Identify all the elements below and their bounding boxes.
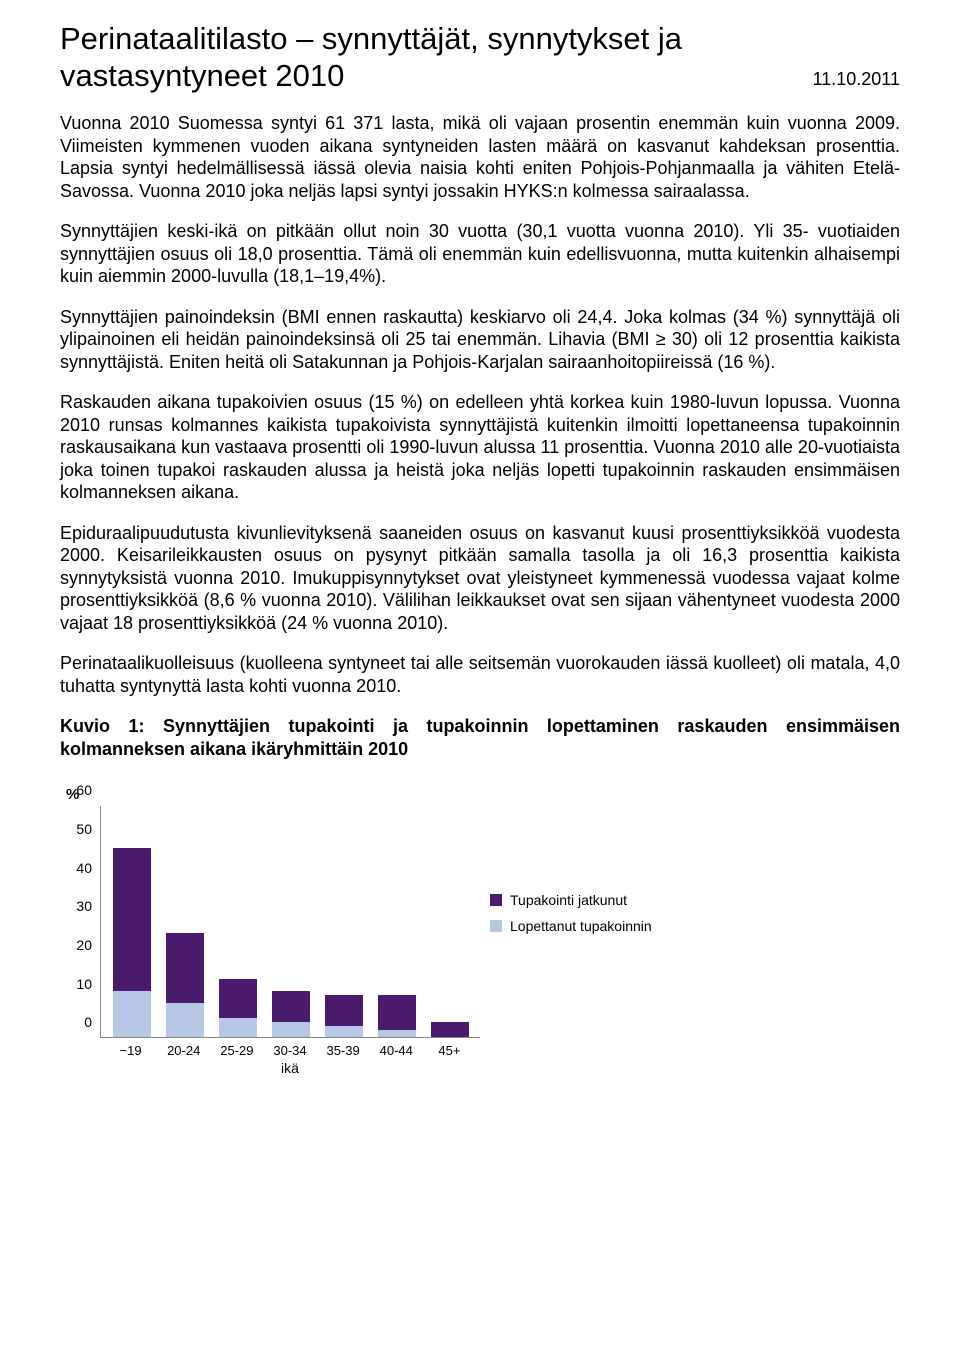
bar-group (162, 933, 208, 1037)
y-tick: 0 (84, 1014, 92, 1030)
paragraph-5: Epiduraalipuudutusta kivunlievityksenä s… (60, 522, 900, 635)
bar-stack (219, 979, 257, 1037)
bar-segment-quit (325, 1026, 363, 1038)
smoking-by-age-chart: % 0102030405060 −1920-2425-2930-3435-394… (60, 782, 680, 1072)
x-axis-labels: −19 20-24 25-29 30-34 35-39 40-44 45+ (100, 1043, 480, 1058)
bar-stack (431, 1022, 469, 1037)
y-tick: 30 (76, 898, 92, 914)
bar-group (321, 995, 367, 1038)
paragraph-1: Vuonna 2010 Suomessa syntyi 61 371 lasta… (60, 112, 900, 202)
plot-area (100, 806, 480, 1038)
bar-segment-continued (272, 991, 310, 1022)
y-tick: 40 (76, 860, 92, 876)
y-tick: 10 (76, 976, 92, 992)
bar-segment-continued (431, 1022, 469, 1037)
y-tick: 50 (76, 821, 92, 837)
bar-group (109, 848, 155, 1037)
legend-label: Lopettanut tupakoinnin (510, 918, 652, 934)
x-tick-label: 45+ (426, 1043, 472, 1058)
y-tick: 60 (76, 782, 92, 798)
paragraph-2: Synnyttäjien keski-ikä on pitkään ollut … (60, 220, 900, 288)
x-tick-label: 20-24 (161, 1043, 207, 1058)
y-axis: 0102030405060 (60, 806, 96, 1038)
x-tick-label: −19 (108, 1043, 154, 1058)
y-tick: 20 (76, 937, 92, 953)
bar-segment-continued (113, 848, 151, 991)
x-axis-title: ikä (100, 1060, 480, 1076)
bar-segment-continued (378, 995, 416, 1030)
bar-stack (325, 995, 363, 1038)
bar-segment-quit (378, 1030, 416, 1038)
x-tick-label: 30-34 (267, 1043, 313, 1058)
bar-segment-continued (166, 933, 204, 1003)
bars-container (101, 806, 480, 1037)
x-tick-label: 35-39 (320, 1043, 366, 1058)
bar-segment-quit (113, 991, 151, 1037)
x-tick-label: 40-44 (373, 1043, 419, 1058)
bar-segment-continued (325, 995, 363, 1026)
bar-group (268, 991, 314, 1037)
legend-item: Lopettanut tupakoinnin (490, 918, 680, 934)
page-title: Perinataalitilasto – synnyttäjät, synnyt… (60, 20, 740, 94)
paragraph-4: Raskauden aikana tupakoivien osuus (15 %… (60, 391, 900, 504)
paragraph-6: Perinataalikuolleisuus (kuolleena syntyn… (60, 652, 900, 697)
bar-stack (113, 848, 151, 1037)
legend: Tupakointi jatkunut Lopettanut tupakoinni… (490, 892, 680, 944)
bar-segment-quit (166, 1003, 204, 1038)
publication-date: 11.10.2011 (813, 69, 900, 94)
paragraph-3: Synnyttäjien painoindeksin (BMI ennen ra… (60, 306, 900, 374)
bar-stack (378, 995, 416, 1038)
bar-stack (166, 933, 204, 1037)
bar-stack (272, 991, 310, 1037)
header-row: Perinataalitilasto – synnyttäjät, synnyt… (60, 20, 900, 94)
bar-group (374, 995, 420, 1038)
chart-caption: Kuvio 1: Synnyttäjien tupakointi ja tupa… (60, 715, 900, 760)
legend-swatch (490, 920, 502, 932)
legend-swatch (490, 894, 502, 906)
legend-item: Tupakointi jatkunut (490, 892, 680, 908)
bar-segment-quit (219, 1018, 257, 1037)
bar-group (215, 979, 261, 1037)
bar-group (427, 1022, 473, 1037)
bar-segment-continued (219, 979, 257, 1018)
legend-label: Tupakointi jatkunut (510, 892, 627, 908)
bar-segment-quit (272, 1022, 310, 1037)
x-tick-label: 25-29 (214, 1043, 260, 1058)
